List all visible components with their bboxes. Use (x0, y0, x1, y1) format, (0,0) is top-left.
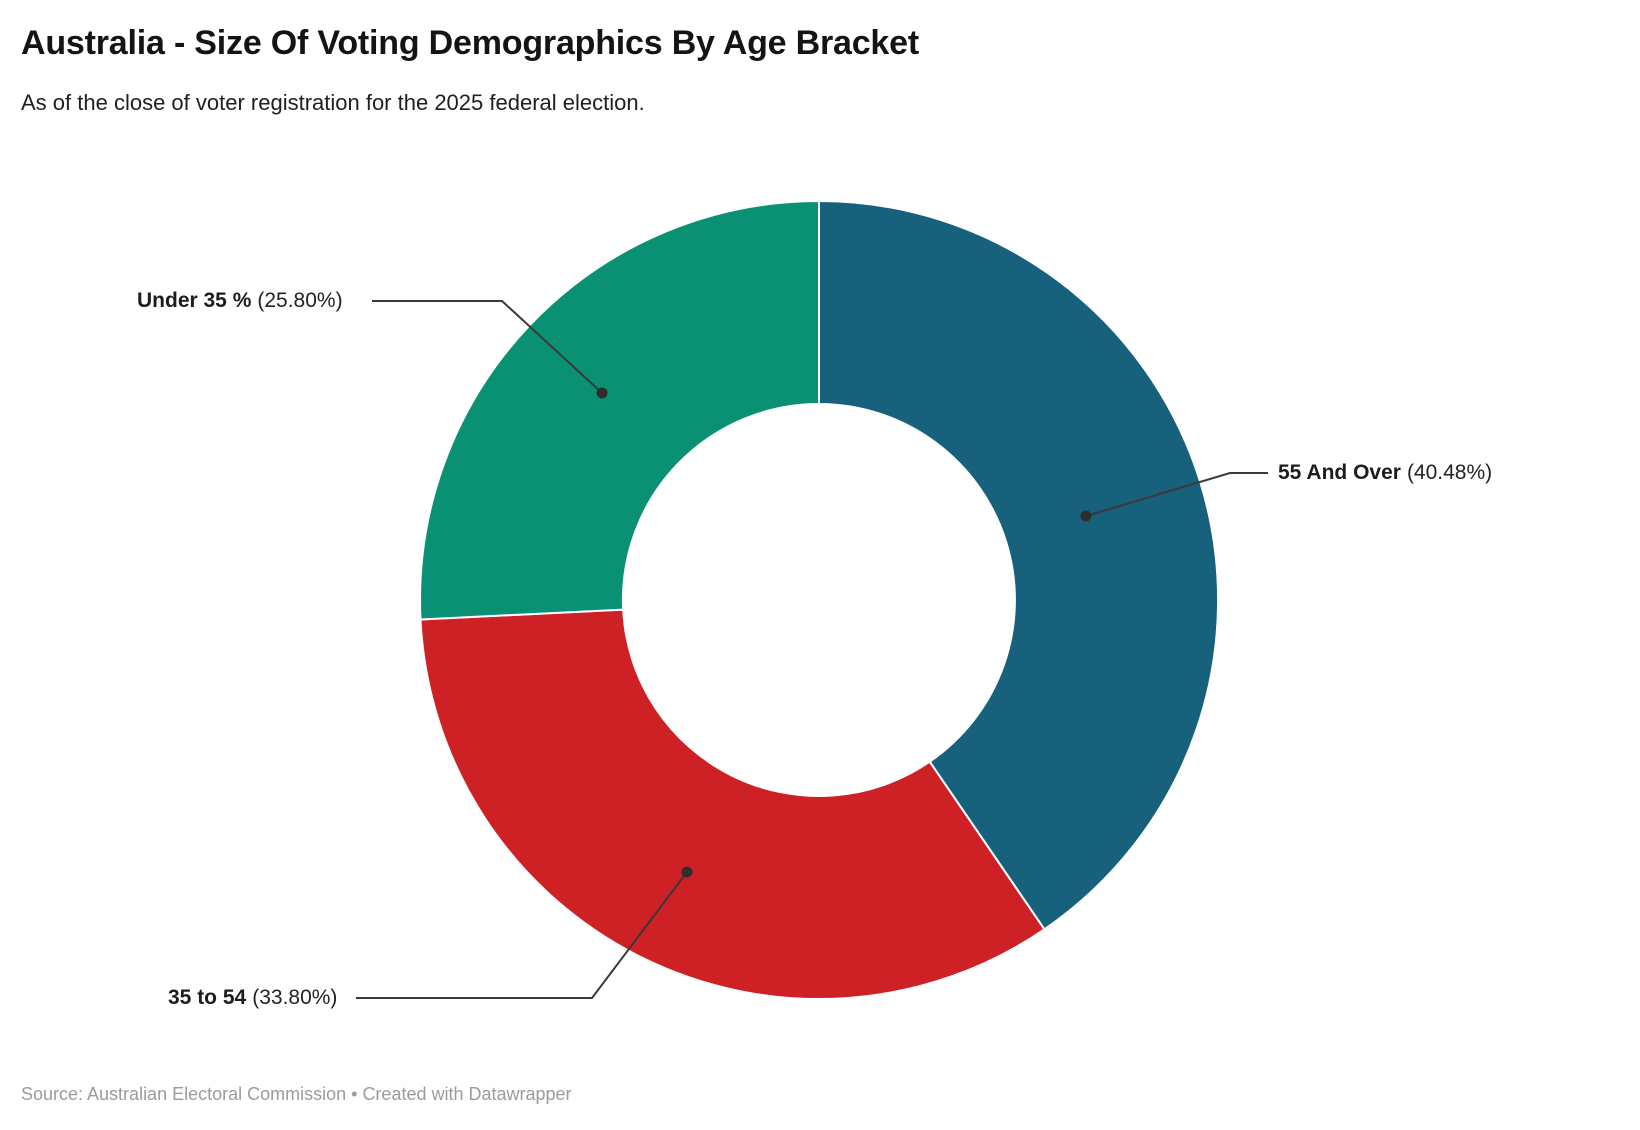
slice-label-percent: (25.80%) (257, 289, 343, 312)
source-attribution: Source: Australian Electoral Commission … (21, 1084, 572, 1104)
slice-label-35-to-54: 35 to 54 (33.80%) (168, 986, 337, 1010)
slice-label-text: 55 And Over (1278, 461, 1401, 484)
connector-line-35-to-54 (356, 871, 688, 999)
connector-dot-55-and-over (1080, 510, 1092, 522)
pie-slice-under-35[interactable] (419, 199, 820, 621)
slice-label-text: Under 35 % (137, 289, 252, 312)
slice-label-under-35: Under 35 % (25.80%) (137, 289, 343, 313)
connector-line-under-35 (372, 300, 603, 394)
slice-label-55-and-over: 55 And Over (40.48%) (1278, 461, 1492, 485)
connector-line-55-and-over (1085, 472, 1268, 517)
connector-dot-35-to-54 (681, 866, 693, 878)
chart-subtitle: As of the close of voter registration fo… (21, 90, 645, 115)
slice-label-percent: (33.80%) (252, 986, 338, 1009)
pie-slice-55-and-over[interactable] (818, 199, 1220, 931)
pie-slice-35-to-54[interactable] (419, 608, 1046, 1000)
connector-dot-under-35 (596, 387, 608, 399)
slice-label-text: 35 to 54 (168, 986, 247, 1009)
slice-label-percent: (40.48%) (1406, 461, 1493, 484)
page-title: Australia - Size Of Voting Demographics … (21, 24, 919, 62)
